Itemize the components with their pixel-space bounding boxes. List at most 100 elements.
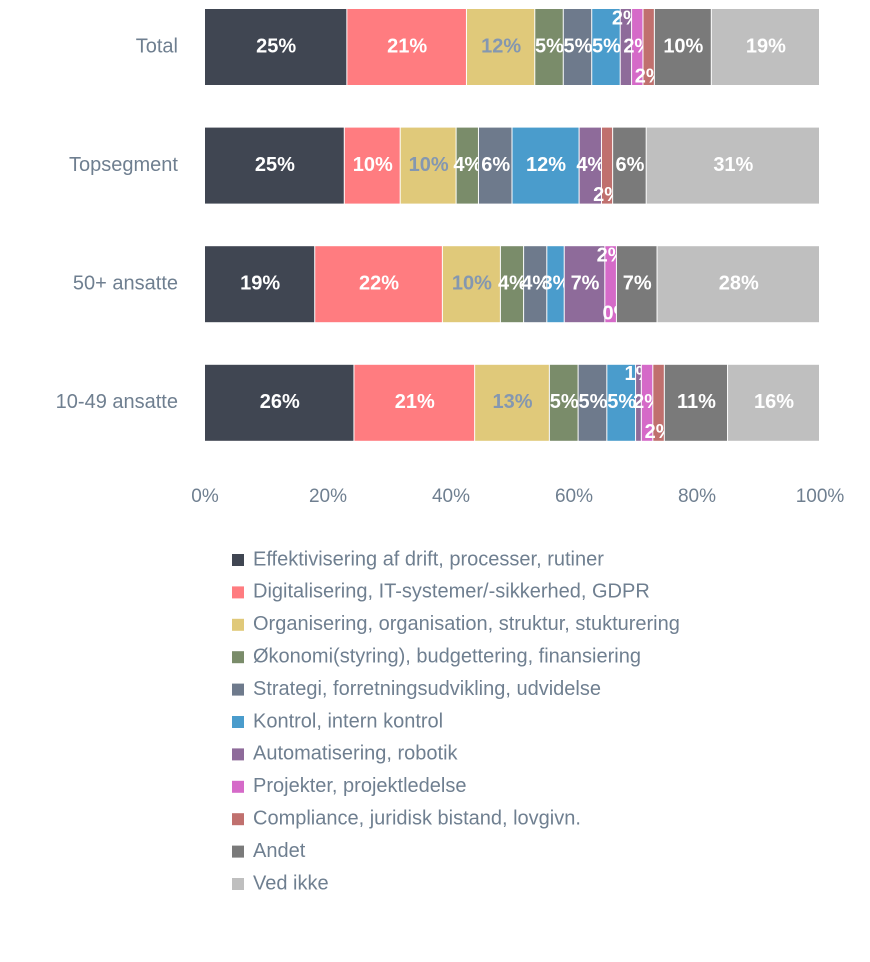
legend-label: Ved ikke	[253, 872, 329, 894]
bar-segment	[653, 364, 664, 441]
x-tick-label: 60%	[555, 486, 593, 507]
bar-segment	[654, 9, 711, 85]
x-tick-label: 20%	[309, 486, 347, 507]
bar-segment	[620, 9, 632, 85]
legend-swatch	[232, 554, 244, 566]
bar-segment	[613, 127, 646, 204]
bar-segment	[641, 364, 653, 441]
value-label: 3%	[542, 272, 571, 294]
legend-swatch	[232, 618, 244, 631]
bar-segment	[636, 364, 641, 441]
category-label: Total	[136, 35, 178, 57]
value-label: 5%	[535, 35, 564, 57]
value-label: 5%	[607, 391, 636, 413]
value-label: 6%	[615, 154, 644, 176]
bar-segment	[500, 246, 524, 323]
legend-label: Kontrol, intern kontrol	[253, 710, 443, 732]
value-label: 10%	[663, 35, 703, 57]
legend-swatch	[232, 780, 244, 793]
bar-segment	[664, 364, 728, 441]
bar-segment	[347, 9, 466, 85]
value-label: 25%	[255, 154, 295, 176]
value-label: 21%	[395, 391, 435, 413]
bar-segment	[563, 9, 592, 85]
bar-segment	[605, 246, 616, 323]
bar-segment	[632, 9, 643, 85]
category-label: 10-49 ansatte	[56, 391, 178, 413]
value-label: 5%	[564, 35, 593, 57]
bar-segment	[205, 127, 344, 204]
legend-label: Automatisering, robotik	[253, 743, 459, 765]
value-label: 19%	[240, 272, 280, 294]
value-label: 10%	[353, 154, 393, 176]
value-label: 11%	[677, 391, 716, 413]
value-label: 22%	[359, 272, 399, 294]
value-label: 12%	[526, 154, 566, 176]
bar-segment	[616, 246, 657, 323]
legend-swatch	[232, 683, 244, 696]
bar-segment	[711, 9, 819, 85]
bar-segment	[657, 246, 819, 323]
x-tick-label: 0%	[191, 486, 219, 507]
value-label: 5%	[579, 391, 608, 413]
value-label: 7%	[623, 272, 652, 294]
value-label: 28%	[719, 272, 759, 294]
legend-swatch	[232, 716, 244, 728]
bar-segment	[592, 9, 620, 85]
legend-swatch	[232, 878, 244, 890]
bar-segment	[601, 127, 613, 204]
legend-label: Projekter, projektledelse	[253, 775, 466, 797]
value-label: 25%	[256, 35, 296, 57]
value-label: 12%	[481, 35, 521, 57]
legend-label: Andet	[253, 840, 306, 862]
bar-segment	[205, 9, 347, 85]
value-label: 26%	[260, 391, 300, 413]
legend-label: Strategi, forretningsudvikling, udvidels…	[253, 678, 601, 700]
legend-label: Organisering, organisation, struktur, st…	[253, 613, 680, 635]
value-label: 21%	[387, 35, 427, 57]
value-label: 4%	[498, 272, 527, 294]
bar-segment	[549, 364, 578, 441]
legend-swatch	[232, 845, 244, 858]
bar-segment	[728, 364, 819, 441]
legend-label: Compliance, juridisk bistand, lovgivn.	[253, 807, 581, 829]
value-label: 10%	[452, 272, 492, 294]
bar-segment	[466, 9, 535, 85]
bar-segment	[354, 364, 475, 441]
value-label: 13%	[492, 391, 532, 413]
bar-segment	[512, 127, 579, 204]
bar-segment	[524, 246, 547, 323]
bar-segment	[607, 364, 636, 441]
bar-segment	[547, 246, 564, 323]
value-label: 5%	[592, 35, 621, 57]
value-label: 4%	[521, 272, 550, 294]
bar-segment	[579, 127, 601, 204]
bar-segment	[646, 127, 819, 204]
bar-segment	[400, 127, 456, 204]
bar-segment	[344, 127, 400, 204]
bar-segment	[205, 364, 354, 441]
bar-segment	[535, 9, 563, 85]
value-label: 16%	[754, 391, 794, 413]
bar-segment	[442, 246, 500, 323]
bar-segment	[564, 246, 605, 323]
value-label: 4%	[453, 154, 482, 176]
value-label: 4%	[576, 154, 605, 176]
value-label: 6%	[481, 154, 510, 176]
category-label: Topsegment	[69, 154, 178, 176]
legend-swatch	[232, 651, 244, 664]
value-label: 7%	[571, 272, 600, 294]
value-label: 19%	[746, 35, 786, 57]
bar-segment	[478, 127, 512, 204]
bar-segment	[315, 246, 442, 323]
bar-segment	[578, 364, 607, 441]
bar-segment	[205, 246, 315, 323]
category-label: 50+ ansatte	[73, 272, 178, 294]
value-label: 5%	[550, 391, 579, 413]
legend-label: Digitalisering, IT-systemer/-sikkerhed, …	[253, 581, 650, 603]
x-tick-label: 100%	[796, 486, 845, 507]
value-label: 10%	[409, 154, 449, 176]
value-label: 31%	[713, 154, 753, 176]
x-tick-label: 40%	[432, 486, 470, 507]
